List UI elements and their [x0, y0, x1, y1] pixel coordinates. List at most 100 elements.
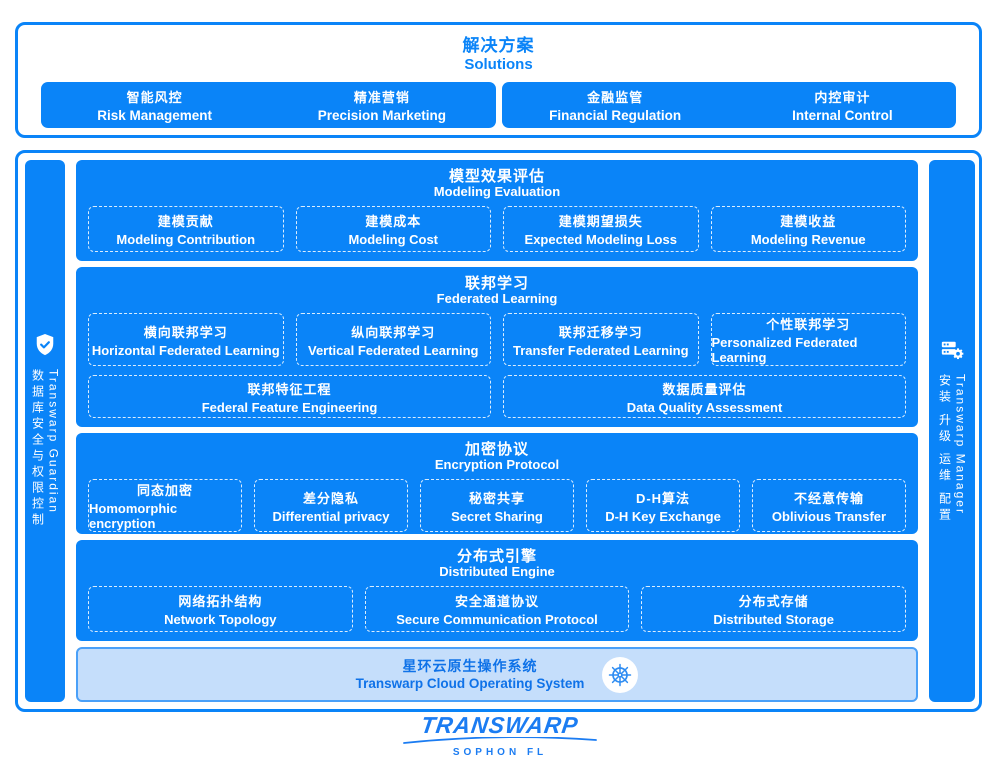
solution-item-financial-regulation: 金融监管 Financial Regulation [502, 82, 729, 128]
module-label-zh: 同态加密 [136, 483, 193, 499]
solutions-title: 解决方案 Solutions [18, 25, 979, 74]
footer-brand: TRANSWARP SOPHON FL [0, 712, 1000, 758]
solution-label-en: Internal Control [792, 108, 893, 123]
layer-title-en: Distributed Engine [439, 564, 555, 580]
module-label-en: Federal Feature Engineering [201, 399, 378, 415]
layer-stack: 模型效果评估 Modeling Evaluation 建模贡献 Modeling… [76, 160, 918, 702]
module-label-zh: 分布式存储 [738, 594, 809, 610]
layer-items-row: 横向联邦学习 Horizontal Federated Learning 纵向联… [88, 313, 906, 367]
module-label-zh: 秘密共享 [468, 490, 525, 506]
guardian-name: Transwarp Guardian [46, 369, 61, 514]
cloud-os-bar: 星环云原生操作系统 Transwarp Cloud Operating Syst… [76, 647, 918, 702]
module-label-zh: 联邦迁移学习 [558, 324, 643, 340]
module-label-en: Horizontal Federated Learning [91, 342, 280, 358]
solutions-group-right: 金融监管 Financial Regulation 内控审计 Internal … [501, 82, 956, 128]
module-differential-privacy: 差分隐私 Differential privacy [254, 479, 408, 533]
layer-title: 模型效果评估 Modeling Evaluation [88, 168, 906, 200]
module-personalized-federated-learning: 个性联邦学习 Personalized Federated Learning [710, 313, 906, 367]
module-label-en: Vertical Federated Learning [307, 342, 479, 358]
solution-label-zh: 金融监管 [587, 90, 644, 105]
module-label-zh: 纵向联邦学习 [351, 324, 436, 340]
module-vertical-federated-learning: 纵向联邦学习 Vertical Federated Learning [295, 313, 491, 367]
module-oblivious-transfer: 不经意传输 Oblivious Transfer [752, 479, 906, 533]
module-label-en: Modeling Cost [348, 232, 439, 248]
guardian-vertical-text: Transwarp Guardian 数据库安全与权限控制 [30, 369, 61, 529]
layer-title-zh: 分布式引擎 [456, 548, 537, 565]
layer-items-row: 建模贡献 Modeling Contribution 建模成本 Modeling… [88, 206, 906, 252]
module-modeling-cost: 建模成本 Modeling Cost [295, 206, 491, 252]
module-label-en: Secure Communication Protocol [396, 612, 598, 628]
layer-title-zh: 联邦学习 [464, 275, 529, 292]
solutions-bars: 智能风控 Risk Management 精准营销 Precision Mark… [18, 82, 979, 128]
platform-frame [15, 150, 982, 712]
module-distributed-storage: 分布式存储 Distributed Storage [641, 586, 907, 632]
module-horizontal-federated-learning: 横向联邦学习 Horizontal Federated Learning [88, 313, 284, 367]
cloud-os-label-zh: 星环云原生操作系统 [402, 657, 538, 674]
module-homomorphic-encryption: 同态加密 Homomorphic encryption [88, 479, 242, 533]
solutions-title-zh: 解决方案 [462, 36, 535, 55]
module-label-en: Expected Modeling Loss [524, 232, 677, 248]
layer-title: 分布式引擎 Distributed Engine [88, 548, 906, 580]
guardian-desc: 数据库安全与权限控制 [30, 369, 45, 529]
layer-title: 加密协议 Encryption Protocol [88, 441, 906, 473]
cloud-os-text: 星环云原生操作系统 Transwarp Cloud Operating Syst… [356, 657, 585, 693]
kubernetes-helm-icon [602, 656, 639, 693]
layer-title: 联邦学习 Federated Learning [88, 275, 906, 307]
logo-subtitle: SOPHON FL [452, 747, 548, 758]
server-gear-icon [940, 338, 964, 362]
layer-federated-learning: 联邦学习 Federated Learning 横向联邦学习 Horizonta… [76, 267, 918, 427]
module-label-zh: 不经意传输 [793, 490, 864, 506]
module-secure-communication-protocol: 安全通道协议 Secure Communication Protocol [364, 586, 630, 632]
solution-label-zh: 精准营销 [353, 90, 410, 105]
module-label-en: Network Topology [164, 612, 277, 628]
solution-item-precision-marketing: 精准营销 Precision Marketing [268, 82, 495, 128]
transwarp-logo: TRANSWARP [419, 712, 581, 738]
sidebar-transwarp-manager: Transwarp Manager 安装 升级 运维 配置 [929, 160, 975, 702]
module-secret-sharing: 秘密共享 Secret Sharing [420, 479, 574, 533]
solutions-title-en: Solutions [464, 56, 533, 74]
module-label-zh: 建模收益 [780, 214, 837, 230]
layer-items-row: 联邦特征工程 Federal Feature Engineering 数据质量评… [88, 375, 906, 418]
module-label-en: Transfer Federated Learning [512, 342, 689, 358]
module-expected-modeling-loss: 建模期望损失 Expected Modeling Loss [503, 206, 699, 252]
layer-title-en: Encryption Protocol [434, 457, 560, 473]
module-label-en: Modeling Contribution [116, 232, 256, 248]
module-label-zh: 建模贡献 [157, 214, 214, 230]
module-label-en: Oblivious Transfer [771, 508, 887, 524]
solution-label-en: Risk Management [97, 108, 213, 123]
layer-modeling-evaluation: 模型效果评估 Modeling Evaluation 建模贡献 Modeling… [76, 160, 918, 261]
module-dh-key-exchange: D-H算法 D-H Key Exchange [586, 479, 740, 533]
module-label-en: Homomorphic encryption [89, 501, 178, 532]
manager-desc: 安装 升级 运维 配置 [937, 373, 952, 524]
cloud-os-label-en: Transwarp Cloud Operating System [355, 675, 585, 691]
sidebar-transwarp-guardian: Transwarp Guardian 数据库安全与权限控制 [25, 160, 65, 702]
solution-label-en: Precision Marketing [317, 108, 447, 123]
layer-title-zh: 加密协议 [464, 441, 529, 458]
module-label-en: Modeling Revenue [750, 232, 866, 248]
module-label-zh: 联邦特征工程 [247, 381, 332, 397]
layer-title-en: Federated Learning [436, 291, 558, 307]
module-label-zh: 横向联邦学习 [143, 324, 228, 340]
module-label-zh: 差分隐私 [302, 490, 359, 506]
logo-swoosh-icon [403, 737, 597, 744]
layer-title-en: Modeling Evaluation [433, 184, 561, 200]
layer-distributed-engine: 分布式引擎 Distributed Engine 网络拓扑结构 Network … [76, 540, 918, 641]
solutions-group-left: 智能风控 Risk Management 精准营销 Precision Mark… [41, 82, 496, 128]
module-label-zh: 个性联邦学习 [766, 317, 851, 333]
module-label-zh: 安全通道协议 [455, 594, 540, 610]
solution-label-zh: 智能风控 [126, 90, 183, 105]
module-data-quality-assessment: 数据质量评估 Data Quality Assessment [503, 375, 906, 418]
layer-items-row: 网络拓扑结构 Network Topology 安全通道协议 Secure Co… [88, 586, 907, 632]
module-label-zh: 数据质量评估 [662, 381, 747, 397]
layer-encryption-protocol: 加密协议 Encryption Protocol 同态加密 Homomorphi… [76, 433, 918, 534]
module-label-en: Data Quality Assessment [626, 399, 783, 415]
module-transfer-federated-learning: 联邦迁移学习 Transfer Federated Learning [503, 313, 699, 367]
module-network-topology: 网络拓扑结构 Network Topology [88, 586, 353, 632]
solutions-panel: 解决方案 Solutions 智能风控 Risk Management 精准营销… [15, 22, 982, 138]
module-label-en: D-H Key Exchange [605, 508, 721, 524]
solution-item-risk-management: 智能风控 Risk Management [41, 82, 268, 128]
solution-label-zh: 内控审计 [814, 90, 871, 105]
module-label-en: Differential privacy [272, 508, 390, 524]
shield-check-icon [34, 333, 56, 357]
